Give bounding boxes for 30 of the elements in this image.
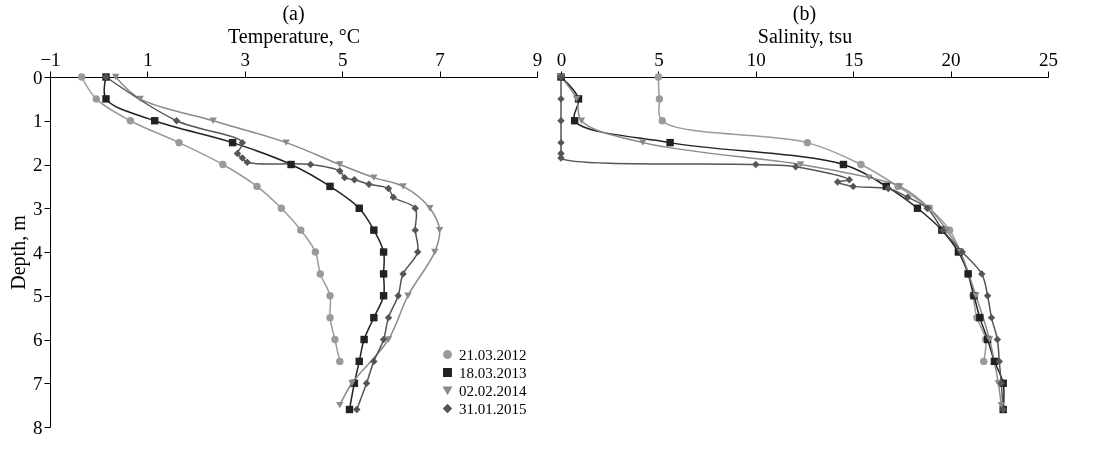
x-tick-label: 5: [337, 48, 348, 70]
x-tick-label: 10: [746, 48, 766, 70]
y-tick-label: 3: [33, 197, 43, 219]
legend-label: 02.02.2014: [459, 382, 527, 399]
chart-title: (a): [282, 2, 305, 25]
x-tick-label: −1: [40, 48, 61, 70]
x-tick-label: 1: [143, 48, 153, 70]
x-axis-title: Salinity, tsu: [757, 24, 853, 48]
legend-label: 18.03.2013: [459, 364, 527, 381]
x-tick-label: 5: [654, 48, 664, 70]
y-tick-label: 8: [33, 416, 43, 438]
x-axis-title: Temperature, °C: [227, 24, 361, 48]
x-tick-label: 0: [556, 48, 567, 70]
y-tick-label: 4: [33, 241, 43, 263]
x-tick-label: 9: [532, 48, 543, 70]
legend-label: 31.01.2015: [459, 400, 527, 417]
y-axis-title: Depth, m: [7, 214, 30, 290]
y-tick-label: 0: [33, 66, 43, 88]
x-tick-label: 25: [1039, 48, 1058, 70]
y-tick-label: 7: [33, 372, 43, 394]
x-tick-label: 3: [240, 48, 251, 70]
x-tick-label: 7: [435, 48, 445, 70]
y-tick-label: 5: [33, 285, 43, 307]
x-tick-label: 20: [941, 48, 961, 70]
chart-title: (b): [792, 2, 817, 25]
y-tick-label: 2: [33, 154, 43, 175]
y-tick-label: 6: [33, 329, 43, 350]
y-tick-label: 1: [33, 110, 43, 132]
x-tick-label: 15: [844, 48, 864, 70]
legend-label: 21.03.2012: [459, 346, 527, 363]
